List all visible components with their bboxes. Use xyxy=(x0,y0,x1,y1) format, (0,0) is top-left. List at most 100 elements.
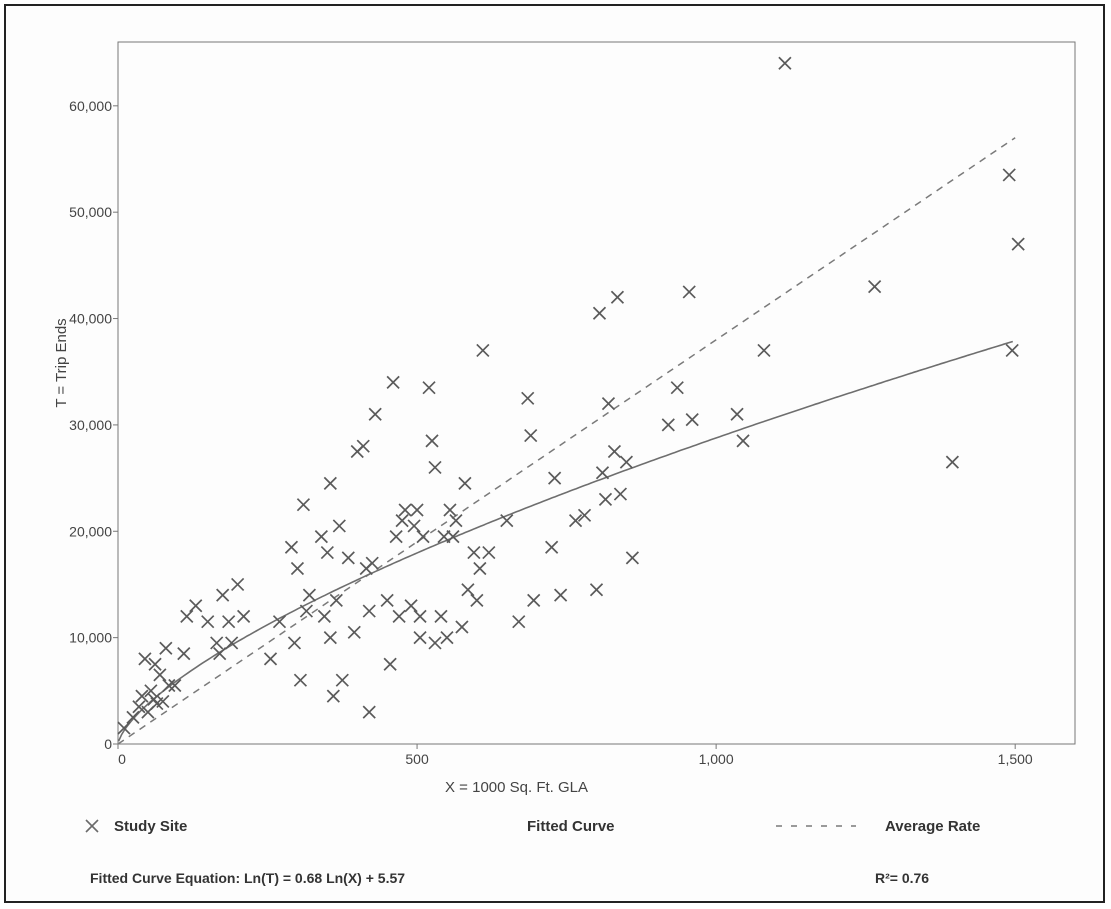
study-site-point xyxy=(237,609,251,623)
study-site-point xyxy=(619,455,634,469)
study-site-point xyxy=(398,503,412,517)
study-site-point xyxy=(577,508,592,522)
study-site-point xyxy=(670,381,684,395)
study-site-point xyxy=(601,397,616,411)
study-site-point xyxy=(135,689,149,703)
study-site-point xyxy=(945,455,959,469)
study-site-point xyxy=(473,561,487,576)
study-site-point xyxy=(332,519,346,533)
study-site-point xyxy=(449,514,463,528)
study-site-point xyxy=(326,689,340,703)
study-site-point xyxy=(386,375,400,389)
x-tick-label: 0 xyxy=(118,751,126,767)
study-site-point xyxy=(222,615,236,629)
study-site-point xyxy=(461,583,475,597)
study-site-point xyxy=(521,391,535,405)
study-site-point xyxy=(443,503,457,517)
study-site-point xyxy=(428,636,442,650)
study-site-point xyxy=(132,700,146,714)
study-site-point xyxy=(1005,343,1019,358)
study-site-point xyxy=(362,705,376,719)
study-site-point xyxy=(455,620,469,634)
study-site-point xyxy=(314,529,328,544)
r-squared-value: R²= 0.76 xyxy=(875,870,930,886)
study-site-point xyxy=(189,599,203,613)
y-tick-label: 10,000 xyxy=(69,630,112,646)
study-site-point xyxy=(168,678,182,693)
x-axis-label: X = 1000 Sq. Ft. GLA xyxy=(445,779,588,796)
study-site-point xyxy=(682,285,696,299)
study-site-point xyxy=(284,540,299,554)
study-site-point xyxy=(323,631,337,645)
fitted-curve-equation: Fitted Curve Equation: Ln(T) = 0.68 Ln(X… xyxy=(90,870,406,886)
study-site-point xyxy=(177,646,191,661)
study-site-point xyxy=(413,609,427,623)
study-site-point xyxy=(302,588,317,602)
study-site-point xyxy=(299,604,314,618)
study-site-point xyxy=(126,710,140,725)
study-site-point xyxy=(470,593,484,608)
study-site-point xyxy=(293,673,308,687)
y-tick-label: 50,000 xyxy=(69,204,112,220)
y-tick-label: 60,000 xyxy=(69,98,112,114)
x-tick-label: 1,500 xyxy=(998,751,1033,767)
study-site-point xyxy=(320,545,334,560)
study-site-point xyxy=(440,631,454,645)
study-site-point xyxy=(148,657,162,671)
study-site-point xyxy=(458,476,472,491)
study-site-point xyxy=(610,290,625,304)
study-site-point xyxy=(428,460,442,475)
study-site-point xyxy=(1002,168,1016,182)
study-site-point xyxy=(162,678,176,693)
study-site-point xyxy=(156,694,170,709)
study-site-point xyxy=(395,514,409,528)
study-site-point xyxy=(138,652,152,666)
study-site-point xyxy=(512,615,526,629)
study-site-point xyxy=(201,615,215,629)
study-site-point xyxy=(778,56,792,70)
study-site-point xyxy=(482,545,496,560)
study-site-point xyxy=(476,343,490,358)
study-site-point xyxy=(272,615,287,629)
study-site-point xyxy=(736,434,750,448)
study-site-point xyxy=(425,434,439,448)
scatter-chart: 0 10,000 20,000 30,000 40,000 50,000 60,000 0 50… xyxy=(53,41,1076,796)
study-site-point xyxy=(180,609,194,623)
study-site-point xyxy=(730,407,744,421)
legend-fitted-curve-label: Fitted Curve xyxy=(527,818,615,835)
study-site-point xyxy=(613,487,628,501)
study-site-point xyxy=(231,577,245,592)
study-site-point xyxy=(568,514,583,528)
legend-average-rate-label: Average Rate xyxy=(885,818,981,835)
study-site-point xyxy=(389,529,403,544)
legend-study-site-marker xyxy=(85,819,99,833)
legend-study-site-label: Study Site xyxy=(114,818,188,835)
y-axis-label: T = Trip Ends xyxy=(53,318,70,407)
study-site-point xyxy=(868,280,882,294)
legend-average-rate-marker xyxy=(776,825,856,827)
study-site-point xyxy=(416,529,430,544)
study-site-point xyxy=(548,471,562,485)
study-site-point xyxy=(341,551,355,565)
study-site-point xyxy=(380,593,394,608)
study-site-point xyxy=(554,588,568,602)
study-site-point xyxy=(263,652,278,666)
average-rate-line xyxy=(117,137,1016,745)
study-site-point xyxy=(592,306,607,320)
study-site-point xyxy=(290,561,305,576)
study-site-point xyxy=(225,636,239,650)
study-site-point xyxy=(524,428,538,443)
study-site-point xyxy=(1011,237,1025,251)
study-site-point xyxy=(210,636,224,650)
chart-frame: 0 10,000 20,000 30,000 40,000 50,000 60,000 0 50… xyxy=(4,4,1105,903)
study-site-point xyxy=(296,498,311,512)
study-site-point xyxy=(595,466,610,480)
study-site-point xyxy=(335,673,349,687)
y-tick-label: 0 xyxy=(104,736,112,752)
study-site-point xyxy=(500,514,514,528)
study-site-point xyxy=(545,540,559,554)
study-site-point xyxy=(434,609,448,623)
study-site-point xyxy=(144,684,158,698)
study-site-point xyxy=(117,721,131,735)
y-tick-label: 20,000 xyxy=(69,523,112,539)
